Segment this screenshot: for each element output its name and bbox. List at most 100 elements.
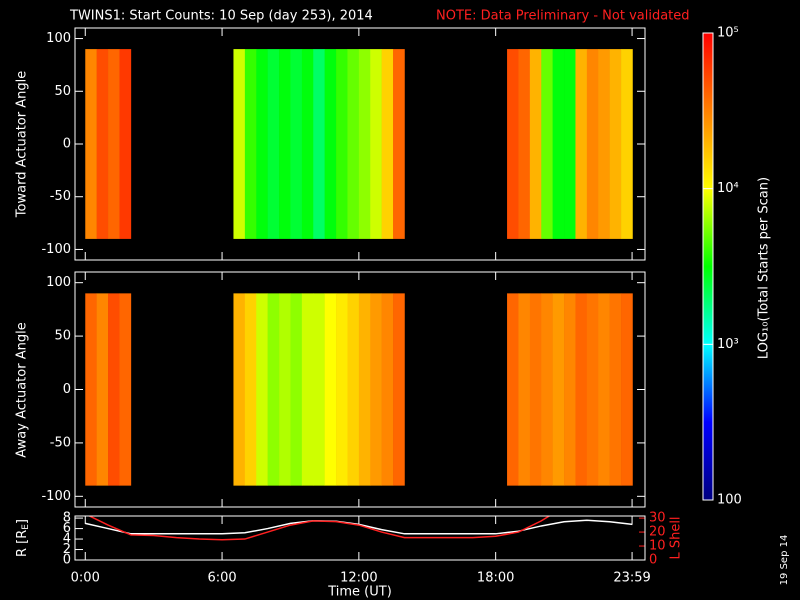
colorbar	[702, 32, 714, 501]
heatmap-cell	[119, 293, 132, 486]
heatmap-cell	[347, 293, 360, 486]
heatmap-cell	[575, 293, 588, 486]
heatmap-cell	[244, 49, 257, 239]
heatmap-cell	[518, 293, 531, 486]
heatmap-cell	[85, 293, 97, 486]
y-tick-label: -100	[41, 242, 71, 257]
heatmap-cell	[598, 49, 610, 239]
heatmap-cell	[575, 49, 588, 239]
heatmap-cell	[244, 293, 257, 486]
y-tick-label: 6	[63, 521, 71, 536]
line-l-shell	[87, 516, 551, 541]
y-tick-label: 50	[54, 329, 71, 344]
heatmap-cell	[529, 49, 542, 239]
heatmap-cell	[381, 293, 394, 486]
heatmap-cell	[541, 293, 553, 486]
y-axis-label: R [RE]	[15, 519, 31, 557]
y-tick-label: 4	[63, 532, 71, 547]
y2-tick-label: 30	[649, 511, 666, 526]
y2-tick-label: 10	[649, 539, 666, 554]
x-tick-label: 12:00	[340, 571, 377, 586]
heatmap-cell	[358, 293, 371, 486]
colorbar-tick-label: 10⁴	[717, 181, 739, 196]
heatmap-cell	[267, 293, 280, 486]
heatmap-cell	[267, 49, 280, 239]
heatmap-cell	[290, 49, 303, 239]
y-tick-label: 100	[46, 31, 71, 46]
heatmap-cell	[324, 293, 337, 486]
y-tick-label: 0	[63, 382, 71, 397]
heatmap-cell	[256, 293, 268, 486]
heatmap-cell	[586, 49, 599, 239]
label-part: E	[21, 524, 31, 530]
heatmap-cell	[96, 49, 109, 239]
heatmap-cell	[336, 49, 348, 239]
heatmap-cell	[393, 293, 405, 486]
heatmap-cell	[301, 49, 314, 239]
y-tick-label: -100	[41, 489, 71, 504]
heatmap-cell	[279, 293, 291, 486]
heatmap-cell	[347, 49, 360, 239]
y-tick-label: 50	[54, 84, 71, 99]
heatmap-cell	[313, 49, 325, 239]
heatmap-cell	[598, 293, 610, 486]
y-tick-label: 0	[63, 137, 71, 152]
heatmap-cell	[621, 49, 633, 239]
heatmap-cell	[381, 49, 394, 239]
heatmap-cell	[564, 49, 576, 239]
footer-date: 19 Sep 14	[779, 535, 790, 586]
heatmap-cell	[108, 49, 120, 239]
heatmap-cell	[507, 293, 519, 486]
heatmap-cell	[541, 49, 553, 239]
x-tick-label: 23:59	[613, 571, 650, 586]
y-axis-label: Away Actuator Angle	[15, 322, 30, 457]
heatmap-cell	[529, 293, 542, 486]
heatmap-cell	[552, 293, 565, 486]
colorbar-tick-label: 10⁵	[717, 26, 739, 41]
colorbar-tick-label: 100	[717, 493, 742, 508]
heatmap-cell	[108, 293, 120, 486]
y-tick-label: -50	[50, 435, 71, 450]
heatmap-cell	[336, 293, 348, 486]
axis-box	[74, 515, 646, 561]
heatmap-cell	[279, 49, 291, 239]
heatmap-cell	[518, 49, 531, 239]
heatmap-cell	[609, 49, 622, 239]
x-tick-label: 0:00	[71, 571, 100, 586]
heatmap-cell	[370, 293, 382, 486]
x-tick-label: 18:00	[477, 571, 514, 586]
heatmap-cell	[564, 293, 576, 486]
colorbar-label: LOG₁₀(Total Starts per Scan)	[757, 177, 772, 359]
y-tick-label: -50	[50, 189, 71, 204]
heatmap-cell	[85, 49, 97, 239]
heatmap-cell	[621, 293, 633, 486]
line-group	[85, 516, 633, 541]
label-part: R [R	[15, 530, 30, 557]
heatmap-cell	[313, 293, 325, 486]
x-axis-label: Time (UT)	[327, 585, 392, 600]
heatmap-cell	[324, 49, 337, 239]
y-tick-label: 2	[63, 542, 71, 557]
x-tick-label: 6:00	[207, 571, 236, 586]
heatmap-cell	[233, 293, 246, 486]
heatmap-cell	[609, 293, 622, 486]
y2-axis-label: L Shell	[669, 516, 684, 559]
heatmap-cell	[233, 49, 246, 239]
heatmap-cell	[393, 49, 405, 239]
y-axis-label: Toward Actuator Angle	[15, 71, 30, 218]
heatmap-cell	[586, 293, 599, 486]
heatmap-cell	[119, 49, 132, 239]
y-tick-label: 0	[63, 553, 71, 568]
heatmap-cell	[358, 49, 371, 239]
y-tick-label: 8	[63, 511, 71, 526]
heatmap-cell	[507, 49, 519, 239]
heatmap-cell	[256, 49, 268, 239]
heatmap-cell	[552, 49, 565, 239]
y2-tick-label: 0	[649, 553, 657, 568]
label-part: ]	[15, 519, 30, 524]
heatmap-cell	[370, 49, 382, 239]
heatmap-cell	[301, 293, 314, 486]
y-tick-label: 100	[46, 275, 71, 290]
note: NOTE: Data Preliminary - Not validated	[436, 9, 690, 24]
